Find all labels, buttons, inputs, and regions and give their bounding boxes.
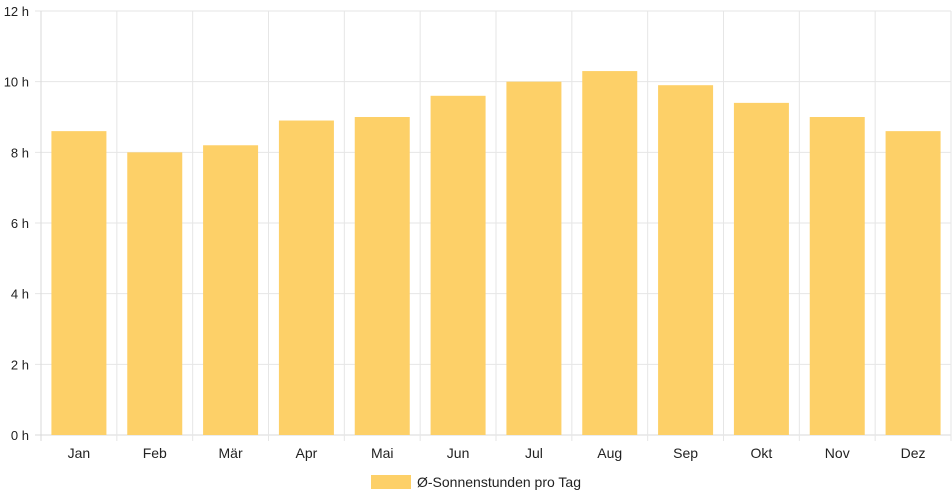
legend-label: Ø-Sonnenstunden pro Tag: [417, 474, 581, 490]
y-tick-label: 12 h: [4, 4, 29, 19]
x-tick-label: Feb: [143, 445, 167, 461]
bar-feb[interactable]: [127, 152, 183, 436]
y-tick-label: 2 h: [11, 357, 29, 372]
y-tick-label: 0 h: [11, 428, 29, 443]
grid-lines: [35, 10, 952, 441]
bar-aug[interactable]: [582, 71, 638, 436]
x-tick-label: Dez: [901, 445, 926, 461]
bar-apr[interactable]: [278, 120, 334, 436]
x-tick-label: Aug: [597, 445, 622, 461]
x-tick-label: Apr: [296, 445, 318, 461]
x-tick-label: Jun: [447, 445, 470, 461]
bar-nov[interactable]: [809, 117, 865, 435]
y-axis-ticks: 0 h 2 h 4 h 6 h 8 h 10 h 12 h: [4, 4, 29, 443]
bar-jun[interactable]: [430, 95, 486, 436]
bar-jan[interactable]: [51, 131, 107, 435]
y-tick-label: 10 h: [4, 75, 29, 90]
y-tick-label: 6 h: [11, 216, 29, 231]
x-tick-label: Jul: [525, 445, 543, 461]
bar-mär[interactable]: [203, 145, 259, 435]
legend-swatch: [371, 475, 411, 489]
legend[interactable]: Ø-Sonnenstunden pro Tag: [0, 472, 952, 492]
y-tick-label: 8 h: [11, 145, 29, 160]
y-tick-label: 4 h: [11, 287, 29, 302]
x-axis-ticks: Jan Feb Mär Apr Mai Jun Jul Aug Sep Okt Nov Dez: [68, 445, 926, 461]
bar-dez[interactable]: [885, 131, 941, 435]
x-tick-label: Okt: [751, 445, 773, 461]
x-tick-label: Jan: [68, 445, 91, 461]
bar-chart: 0 h2 h4 h6 h8 h10 h12 h Jan Feb Mär Apr Mai J…: [4, 4, 952, 461]
bar-mai[interactable]: [354, 117, 410, 435]
bar-okt[interactable]: [733, 102, 789, 435]
bars: [51, 71, 941, 436]
x-tick-label: Sep: [673, 445, 698, 461]
bar-sep[interactable]: [658, 85, 714, 435]
x-tick-label: Mai: [371, 445, 394, 461]
bar-jul[interactable]: [506, 81, 562, 436]
x-tick-label: Mär: [219, 445, 243, 461]
x-tick-label: Nov: [825, 445, 850, 461]
